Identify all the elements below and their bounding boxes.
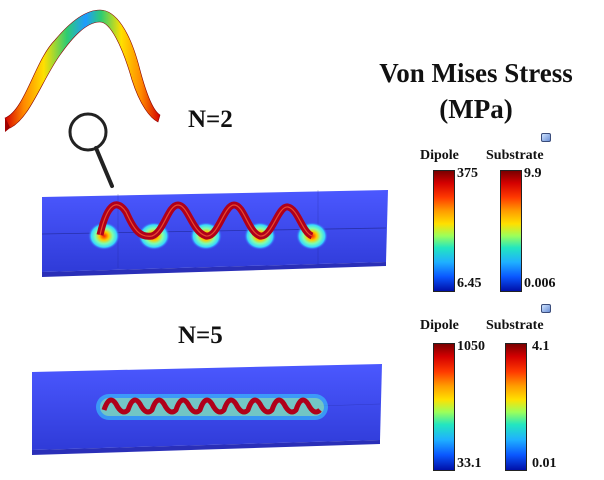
dipole-bar-title: Dipole xyxy=(420,148,459,163)
substrate-n2 xyxy=(41,190,388,277)
substrate-bar-title: Substrate xyxy=(486,318,544,333)
panel-label-n5: N=5 xyxy=(178,322,223,349)
dipole-max-label: 375 xyxy=(457,166,478,181)
substrate-max-label: 4.1 xyxy=(532,339,550,354)
toggle-marker-icon xyxy=(541,133,551,142)
substrate-colorbar xyxy=(505,343,527,471)
substrate-min-label: 0.01 xyxy=(532,456,557,471)
chart-title-line2: (MPa) xyxy=(439,94,513,124)
substrate-max-label: 9.9 xyxy=(524,166,542,181)
dipole-max-label: 1050 xyxy=(457,339,485,354)
dipole-min-label: 33.1 xyxy=(457,456,482,471)
dipole-colorbar xyxy=(433,170,455,292)
substrate-min-label: 0.006 xyxy=(524,276,556,291)
dipole-min-label: 6.45 xyxy=(457,276,482,291)
dipole-bar-title: Dipole xyxy=(420,318,459,333)
stress-hotspot xyxy=(88,222,120,250)
sinusoid-wave-icon xyxy=(4,9,161,132)
panel-label-n2: N=2 xyxy=(188,106,233,133)
toggle-marker-icon xyxy=(541,304,551,313)
dipole-colorbar xyxy=(433,343,455,471)
chart-title-line1: Von Mises Stress xyxy=(379,58,573,88)
substrate-bar-title: Substrate xyxy=(486,148,544,163)
substrate-colorbar xyxy=(500,170,522,292)
magnifier-icon xyxy=(68,112,114,188)
substrate-n5 xyxy=(32,364,382,455)
